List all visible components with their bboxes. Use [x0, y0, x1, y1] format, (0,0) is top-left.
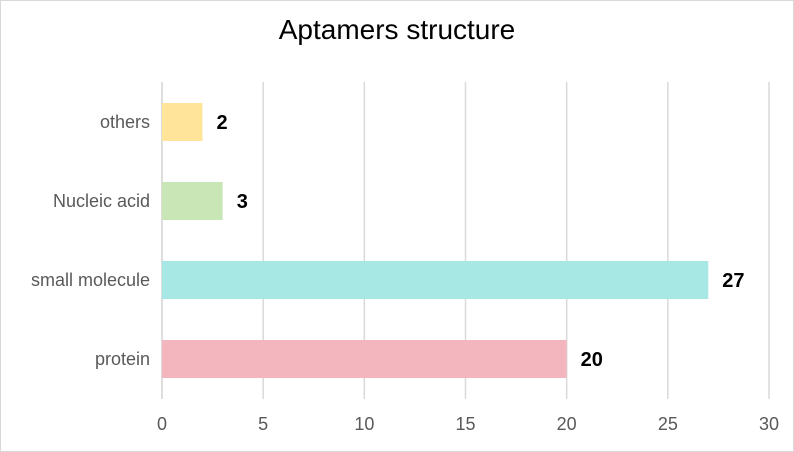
- x-tick-label: 5: [258, 414, 268, 434]
- x-tick-label: 10: [354, 414, 374, 434]
- category-label: Nucleic acid: [53, 191, 150, 211]
- data-label: 3: [237, 191, 248, 213]
- bar-protein: [162, 340, 567, 378]
- data-label: 20: [581, 349, 603, 371]
- x-tick-label: 20: [557, 414, 577, 434]
- x-tick-label: 25: [658, 414, 678, 434]
- category-label: others: [100, 112, 150, 132]
- data-label: 2: [216, 112, 227, 134]
- chart-title: Aptamers structure: [278, 14, 516, 45]
- bar-small-molecule: [162, 261, 709, 299]
- category-label: protein: [95, 349, 150, 369]
- category-label: small molecule: [31, 270, 150, 290]
- bar-others: [162, 103, 203, 141]
- bar-nucleic-acid: [162, 182, 223, 220]
- data-label: 27: [722, 270, 744, 292]
- x-tick-label: 15: [455, 414, 475, 434]
- x-tick-label: 30: [759, 414, 779, 434]
- x-tick-label: 0: [157, 414, 167, 434]
